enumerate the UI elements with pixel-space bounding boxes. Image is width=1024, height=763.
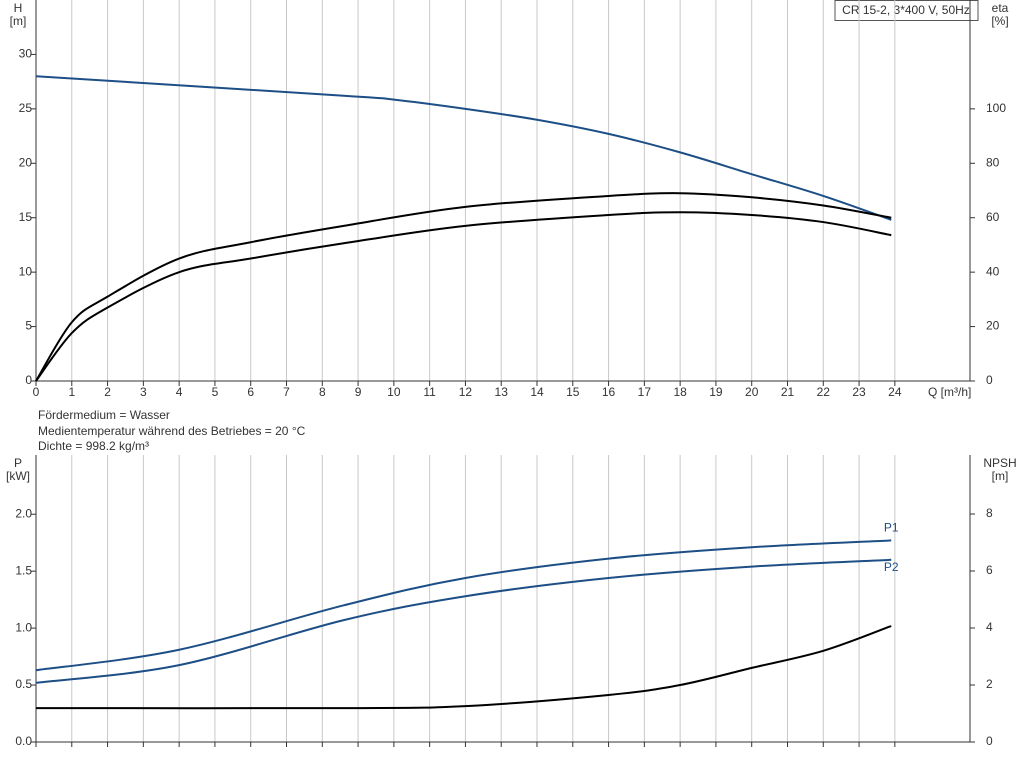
x-tick-label: 9 <box>355 385 362 399</box>
y-tick-label: 25 <box>19 101 33 115</box>
y2-tick-label: 100 <box>986 101 1006 115</box>
y2-tick-label: 8 <box>986 506 993 520</box>
series-line <box>35 558 892 684</box>
x-tick-label: 5 <box>212 385 219 399</box>
y2-tick-label: 80 <box>986 155 1000 169</box>
annotation: Medientemperatur während des Betriebes =… <box>38 424 306 438</box>
y-tick-label: 2.0 <box>15 506 32 520</box>
x-tick-label: 23 <box>852 385 866 399</box>
x-tick-label: 22 <box>817 385 831 399</box>
y-tick-label: 0.0 <box>15 734 32 748</box>
x-tick-label: 21 <box>781 385 795 399</box>
y2-tick-label: 6 <box>986 563 993 577</box>
x-tick-label: 2 <box>104 385 111 399</box>
x-tick-label: 1 <box>68 385 75 399</box>
y-tick-label: 1.5 <box>15 563 32 577</box>
x-axis-label: Q [m³/h] <box>928 385 971 399</box>
y-axis-unit: [m] <box>10 14 27 28</box>
annotation: Fördermedium = Wasser <box>38 408 170 422</box>
x-tick-label: 7 <box>283 385 290 399</box>
x-tick-label: 8 <box>319 385 326 399</box>
y-tick-label: 5 <box>25 319 32 333</box>
y-tick-label: 1.0 <box>15 620 32 634</box>
y2-axis-unit: [m] <box>992 469 1009 483</box>
y2-axis-label: NPSH <box>983 456 1016 470</box>
x-tick-label: 13 <box>495 385 509 399</box>
x-tick-label: 4 <box>176 385 183 399</box>
x-tick-label: 11 <box>423 385 436 399</box>
legend-text: CR 15-2, 3*400 V, 50Hz <box>842 3 970 17</box>
x-tick-label: 12 <box>459 385 473 399</box>
x-tick-label: 15 <box>566 385 580 399</box>
y-axis-label: H <box>14 1 23 15</box>
x-tick-label: 3 <box>140 385 147 399</box>
x-tick-label: 16 <box>602 385 616 399</box>
x-tick-label: 0 <box>33 385 40 399</box>
y-axis-unit: [kW] <box>6 469 30 483</box>
legend-box <box>834 0 979 21</box>
x-tick-label: 14 <box>530 385 544 399</box>
x-tick-label: 24 <box>888 385 902 399</box>
series-line <box>35 211 892 382</box>
y-tick-label: 15 <box>19 210 33 224</box>
series-label: P1 <box>884 521 899 535</box>
series-label: P2 <box>884 560 899 574</box>
y-axis-label: P <box>14 456 22 470</box>
y-tick-label: 30 <box>19 47 33 61</box>
y2-tick-label: 60 <box>986 210 1000 224</box>
y2-axis-label: eta <box>992 1 1009 15</box>
y2-tick-label: 2 <box>986 677 993 691</box>
x-tick-label: 20 <box>745 385 759 399</box>
y-tick-label: 0 <box>25 373 32 387</box>
y2-axis-unit: [%] <box>991 14 1008 28</box>
x-tick-label: 6 <box>247 385 254 399</box>
y2-tick-label: 0 <box>986 734 993 748</box>
y2-tick-label: 4 <box>986 620 993 634</box>
y-tick-label: 20 <box>19 155 33 169</box>
series-line <box>35 192 892 382</box>
x-tick-label: 18 <box>673 385 687 399</box>
series-line <box>35 625 892 710</box>
series-line <box>35 539 892 672</box>
x-tick-label: 10 <box>387 385 401 399</box>
y-tick-label: 10 <box>19 264 33 278</box>
y2-tick-label: 40 <box>986 264 1000 278</box>
y2-tick-label: 20 <box>986 319 1000 333</box>
series-line <box>35 75 892 221</box>
x-tick-label: 19 <box>709 385 723 399</box>
x-tick-label: 17 <box>638 385 652 399</box>
y-tick-label: 0.5 <box>15 677 32 691</box>
y2-tick-label: 0 <box>986 373 993 387</box>
annotation: Dichte = 998.2 kg/m³ <box>38 439 149 453</box>
